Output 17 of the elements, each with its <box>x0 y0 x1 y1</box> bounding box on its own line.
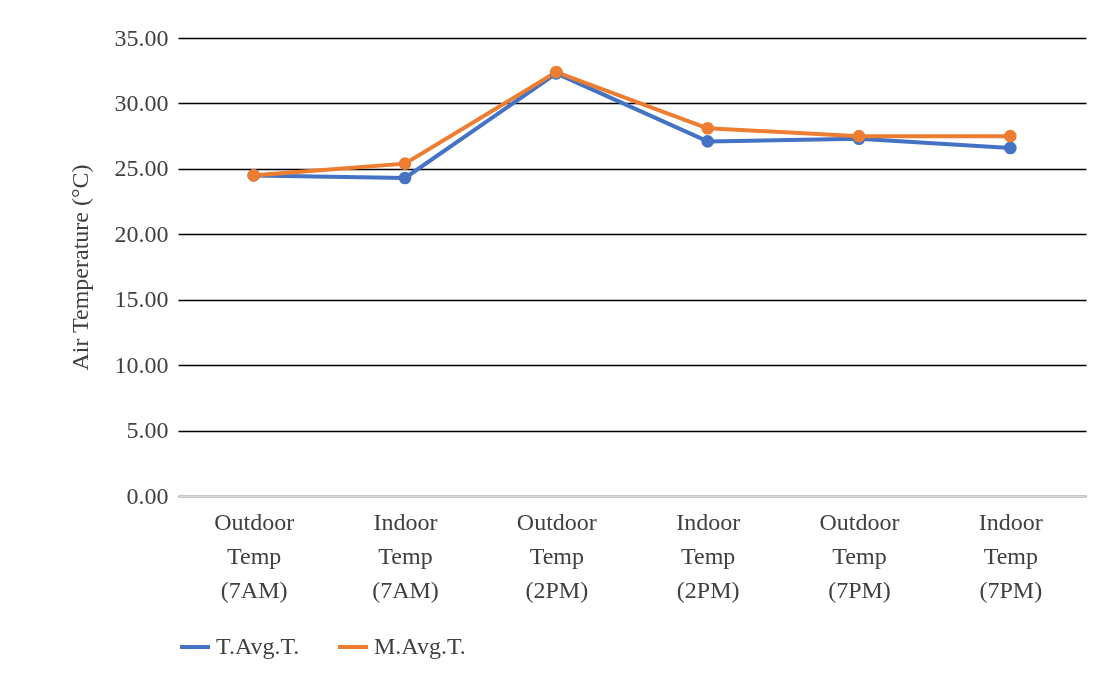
y-tick-label: 25.00 <box>114 155 169 182</box>
y-axis-title: Air Temperature (°C) <box>66 164 93 371</box>
x-tick-label: Indoor Temp (7AM) <box>372 508 439 603</box>
x-tick-label: Outdoor Temp (2PM) <box>516 508 597 603</box>
y-tick-label: 35.00 <box>114 24 169 51</box>
legend-label: M.Avg.T. <box>374 633 466 659</box>
y-tick-label: 15.00 <box>114 286 169 313</box>
y-tick-label: 10.00 <box>114 351 169 378</box>
x-tick-label: Outdoor Temp (7AM) <box>214 508 295 603</box>
y-tick-label: 20.00 <box>114 220 169 247</box>
x-tick-label: Outdoor Temp (7PM) <box>819 508 900 603</box>
y-tick-label: 5.00 <box>126 417 169 444</box>
y-tick-label: 0.00 <box>126 482 169 509</box>
legend-label: T.Avg.T. <box>216 633 300 659</box>
x-tick-label: Indoor Temp (7PM) <box>978 508 1043 603</box>
x-tick-label: Indoor Temp (2PM) <box>676 508 741 603</box>
y-tick-label: 30.00 <box>114 89 169 116</box>
